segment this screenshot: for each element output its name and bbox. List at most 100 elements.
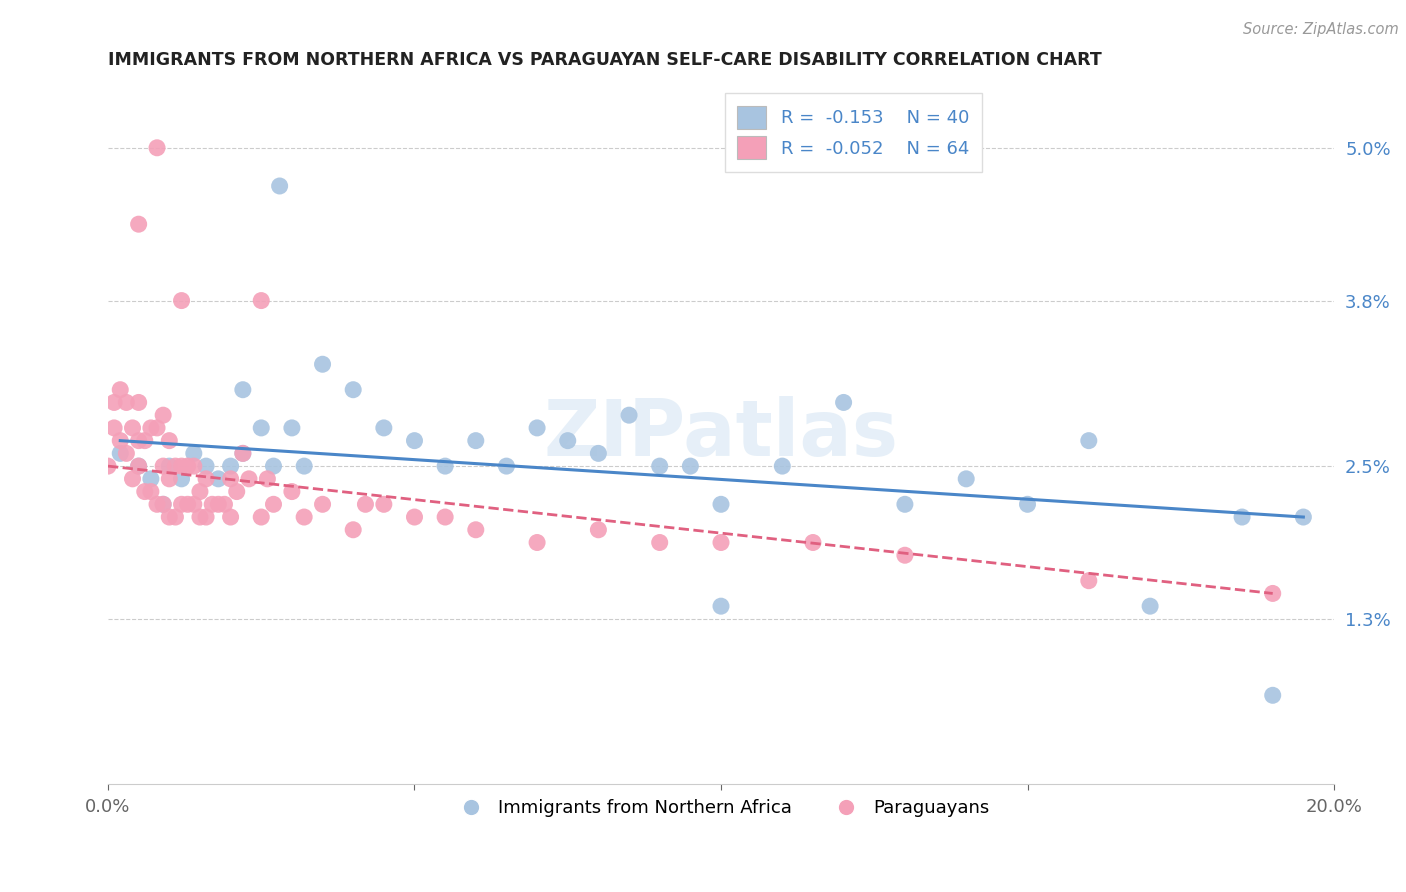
Point: [170, 472, 193, 486]
Point: [139, 484, 162, 499]
Point: [232, 446, 254, 460]
Point: [464, 434, 486, 448]
Point: [188, 510, 211, 524]
Point: [1230, 510, 1253, 524]
Point: [134, 484, 156, 499]
Point: [128, 434, 150, 448]
Point: [1077, 434, 1099, 448]
Point: [152, 459, 174, 474]
Point: [146, 141, 169, 155]
Point: [139, 472, 162, 486]
Point: [139, 421, 162, 435]
Point: [115, 446, 138, 460]
Point: [588, 446, 610, 460]
Point: [1292, 510, 1315, 524]
Point: [373, 421, 395, 435]
Point: [201, 497, 224, 511]
Point: [354, 497, 377, 511]
Point: [170, 459, 193, 474]
Legend: Immigrants from Northern Africa, Paraguayans: Immigrants from Northern Africa, Paragua…: [446, 792, 997, 824]
Point: [256, 472, 278, 486]
Point: [214, 497, 236, 511]
Point: [128, 459, 150, 474]
Point: [1017, 497, 1039, 511]
Point: [121, 421, 143, 435]
Point: [195, 459, 218, 474]
Point: [894, 548, 917, 562]
Point: [207, 497, 229, 511]
Point: [710, 497, 733, 511]
Point: [188, 484, 211, 499]
Point: [373, 497, 395, 511]
Point: [195, 510, 218, 524]
Point: [557, 434, 579, 448]
Point: [263, 459, 285, 474]
Point: [404, 434, 426, 448]
Point: [263, 497, 285, 511]
Point: [232, 446, 254, 460]
Point: [710, 535, 733, 549]
Point: [955, 472, 977, 486]
Point: [526, 535, 548, 549]
Point: [170, 497, 193, 511]
Point: [157, 472, 180, 486]
Point: [146, 421, 169, 435]
Point: [183, 446, 205, 460]
Point: [342, 383, 364, 397]
Point: [110, 434, 132, 448]
Point: [195, 472, 218, 486]
Point: [648, 459, 671, 474]
Point: [404, 510, 426, 524]
Point: [165, 459, 187, 474]
Point: [342, 523, 364, 537]
Point: [250, 293, 273, 308]
Point: [311, 497, 333, 511]
Point: [250, 421, 273, 435]
Point: [103, 421, 125, 435]
Point: [617, 408, 640, 422]
Point: [801, 535, 824, 549]
Point: [128, 217, 150, 231]
Point: [225, 484, 247, 499]
Point: [526, 421, 548, 435]
Point: [281, 484, 304, 499]
Point: [269, 179, 291, 194]
Point: [1261, 688, 1284, 702]
Point: [176, 497, 198, 511]
Point: [311, 357, 333, 371]
Point: [292, 459, 315, 474]
Point: [219, 472, 242, 486]
Point: [134, 434, 156, 448]
Point: [165, 510, 187, 524]
Point: [170, 293, 193, 308]
Point: [464, 523, 486, 537]
Point: [232, 383, 254, 397]
Point: [219, 510, 242, 524]
Point: [97, 459, 120, 474]
Point: [1077, 574, 1099, 588]
Point: [152, 497, 174, 511]
Point: [894, 497, 917, 511]
Point: [110, 383, 132, 397]
Point: [103, 395, 125, 409]
Point: [110, 446, 132, 460]
Point: [588, 523, 610, 537]
Point: [121, 472, 143, 486]
Point: [152, 408, 174, 422]
Point: [128, 395, 150, 409]
Point: [207, 472, 229, 486]
Point: [679, 459, 702, 474]
Point: [146, 497, 169, 511]
Point: [183, 459, 205, 474]
Text: IMMIGRANTS FROM NORTHERN AFRICA VS PARAGUAYAN SELF-CARE DISABILITY CORRELATION C: IMMIGRANTS FROM NORTHERN AFRICA VS PARAG…: [108, 51, 1102, 69]
Point: [183, 497, 205, 511]
Point: [115, 395, 138, 409]
Point: [176, 459, 198, 474]
Point: [292, 510, 315, 524]
Point: [770, 459, 793, 474]
Point: [157, 459, 180, 474]
Point: [434, 459, 457, 474]
Point: [832, 395, 855, 409]
Point: [1139, 599, 1161, 614]
Point: [128, 459, 150, 474]
